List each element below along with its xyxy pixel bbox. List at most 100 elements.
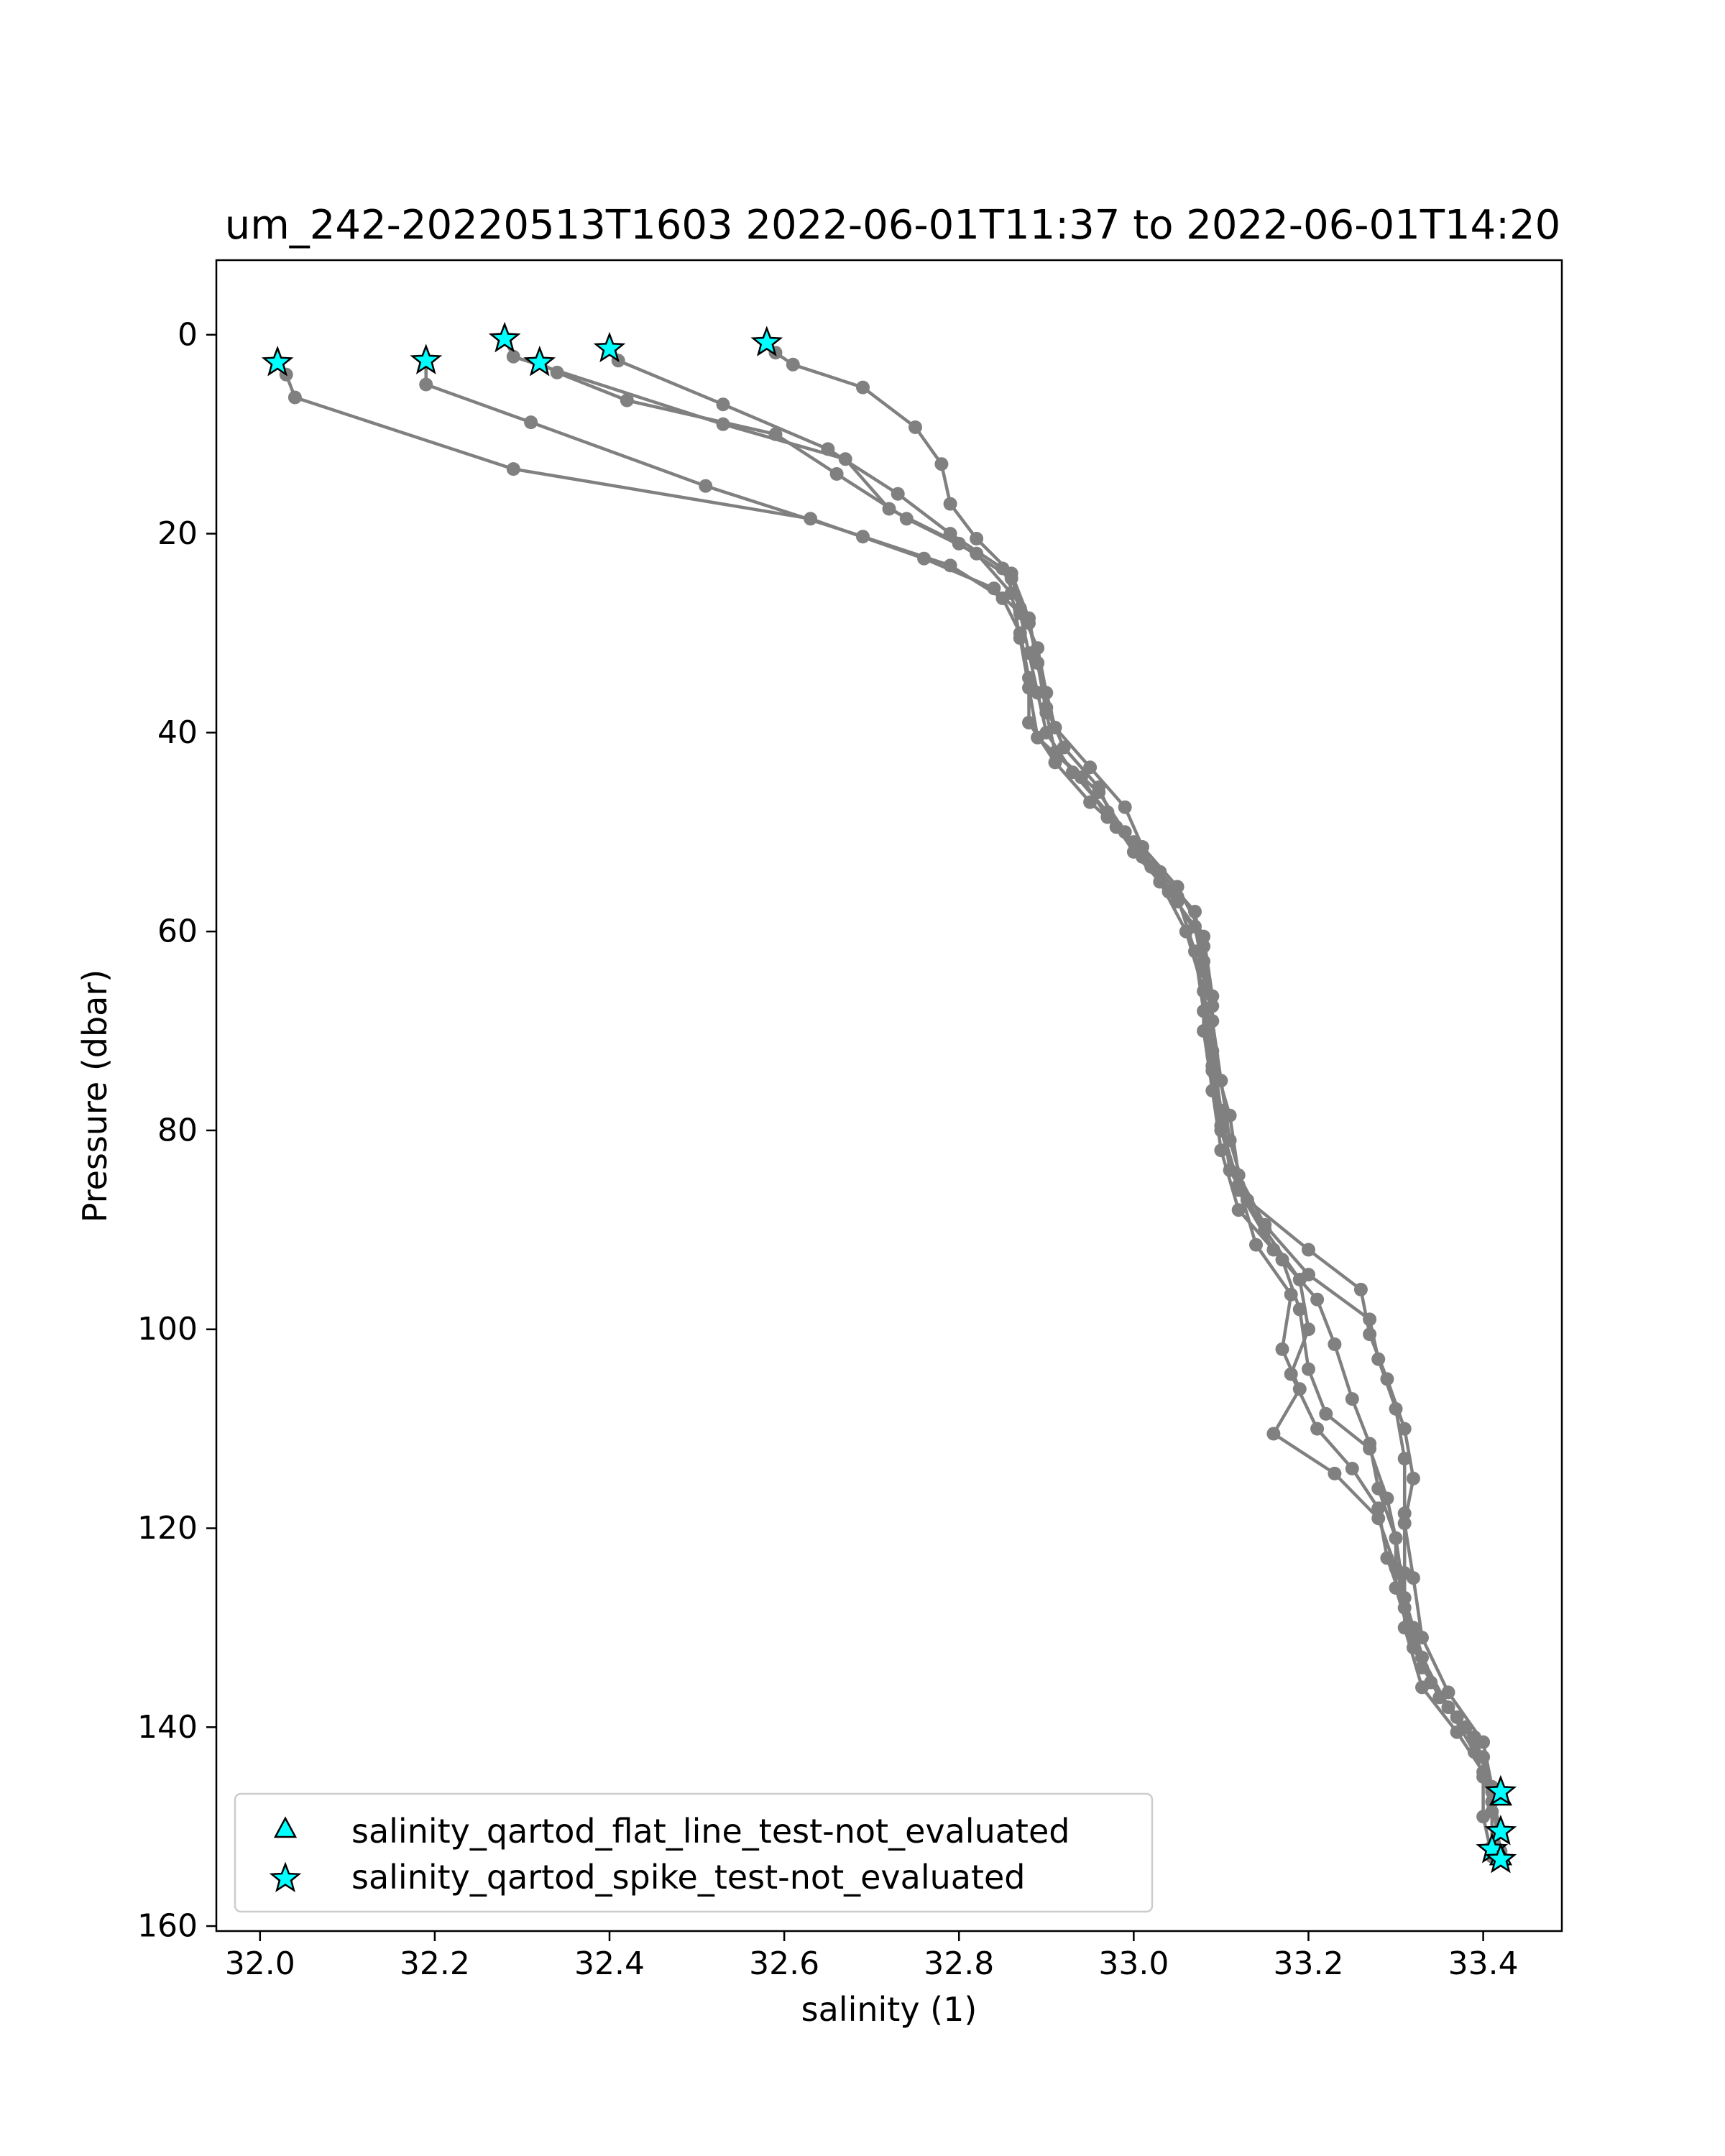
data-point [1031,730,1045,745]
data-point [1284,1287,1298,1302]
data-point [506,462,520,476]
data-point [829,467,844,481]
spike-marker [410,344,443,374]
data-point [1022,611,1036,625]
data-point [1371,1481,1386,1496]
data-point [1345,1462,1359,1475]
y-axis: 0 20 40 60 80 100 120 140 160 [137,316,216,1945]
y-tick-label: 40 [157,714,198,751]
data-point [1441,1685,1455,1700]
x-tick-label: 33.2 [1273,1945,1343,1982]
data-point [1406,1471,1420,1485]
data-point [699,479,713,493]
spike-marker [750,326,783,356]
data-point [1258,1217,1272,1232]
spike-marker [261,345,294,377]
data-point [550,365,564,379]
data-point [1022,681,1036,695]
data-point [1353,1282,1368,1296]
legend-label-flat-line: salinity_qartod_flat_line_test-not_evalu… [351,1812,1070,1851]
y-tick-label: 0 [178,316,198,353]
data-point [1371,1501,1386,1516]
data-point [821,442,835,456]
data-point [899,512,914,526]
data-point [1319,1406,1333,1421]
x-tick-label: 32.8 [924,1945,994,1982]
data-point [943,558,957,573]
spike-marker [593,331,626,363]
data-point [1004,566,1018,581]
data-point [1197,1004,1211,1018]
data-point [1363,1437,1377,1451]
spike-marker [523,345,556,377]
data-point [1039,706,1054,720]
data-point [1083,795,1098,809]
data-point [1415,1650,1429,1664]
plot-area [215,259,1563,1932]
data-point [1240,1193,1254,1207]
profile-line [765,341,1503,1857]
x-axis-label: salinity (1) [801,1990,978,2029]
data-point [1310,1292,1325,1307]
data-point [1223,1133,1237,1148]
x-tick-label: 33.4 [1448,1945,1519,1982]
data-point [1048,755,1062,770]
data-point [1302,1243,1315,1257]
data-point [1048,745,1062,760]
data-point [1415,1631,1429,1645]
profile-series [602,341,1499,1853]
data-point [1345,1392,1359,1406]
profile-series [533,356,1508,1858]
data-point [1100,810,1115,824]
data-point [1302,1362,1315,1376]
data-point [288,390,302,405]
data-point [943,497,957,511]
profile-line [424,360,1503,1833]
data-point [891,487,905,501]
data-point [1441,1700,1455,1715]
legend: salinity_qartod_flat_line_test-not_evalu… [234,1792,1154,1913]
data-point [1302,1322,1315,1337]
spike-marker [1484,1815,1517,1846]
profile-line [608,347,1494,1847]
data-point [934,457,949,471]
data-point [1031,656,1045,670]
data-point [1397,1516,1412,1531]
data-point [1397,1621,1412,1635]
data-point [1197,954,1211,969]
data-point [970,532,984,545]
data-point [1188,944,1202,959]
data-point [1083,760,1098,775]
x-tick-label: 32.4 [574,1945,645,1982]
data-point [1013,631,1027,645]
data-point [1266,1243,1281,1257]
data-point [768,427,783,441]
data-point [419,377,433,392]
y-tick-label: 80 [157,1112,198,1148]
data-point [1092,785,1106,799]
legend-star-icon [269,1861,302,1893]
data-point [524,415,538,430]
data-point [1214,1123,1228,1138]
data-point [1476,1735,1491,1749]
data-point [1371,1511,1386,1526]
data-point [1266,1427,1281,1441]
y-tick-label: 60 [157,913,198,950]
data-point [1476,1765,1491,1779]
y-tick-label: 100 [137,1311,198,1348]
x-tick-label: 32.0 [225,1945,295,1982]
data-point [1153,865,1167,879]
data-point [1363,1327,1377,1342]
data-point [1249,1238,1263,1252]
data-point [1302,1268,1315,1282]
y-tick-label: 20 [157,515,198,552]
data-point [1205,1014,1220,1028]
data-point [1022,716,1036,729]
data-point [1328,1337,1342,1351]
spike-marker [488,321,521,353]
data-point [1450,1725,1464,1739]
profile-series [760,336,1508,1864]
data-point [1380,1372,1394,1386]
x-tick-label: 32.6 [749,1945,819,1982]
